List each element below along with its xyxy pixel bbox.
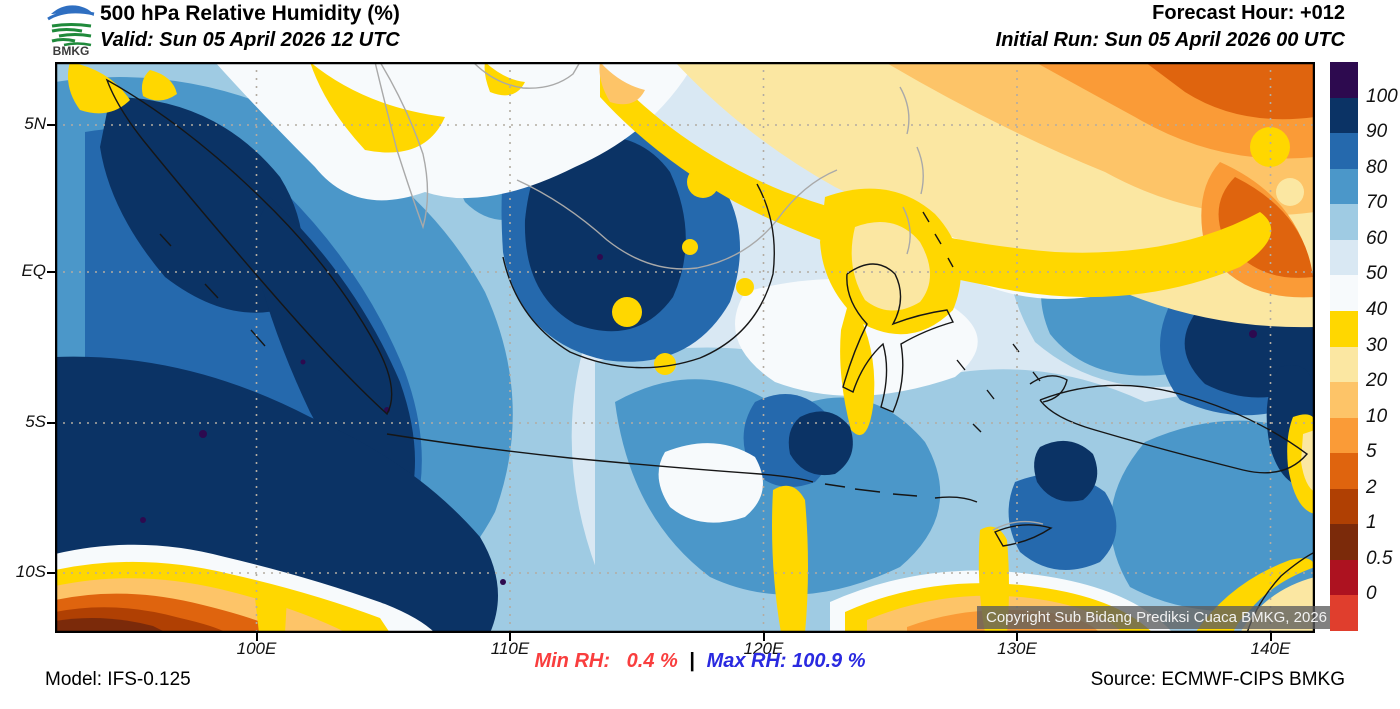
lon-label: 140E <box>1250 639 1291 658</box>
colorbar-segment <box>1330 488 1358 525</box>
map-border <box>55 62 1315 633</box>
lon-tick <box>762 633 765 641</box>
min-rh-label: Min RH: 0.4 % <box>534 650 678 672</box>
colorbar-segment <box>1330 204 1358 240</box>
lat-tick <box>47 572 55 574</box>
copyright-watermark: Copyright Sub Bidang Prediksi Cuaca BMKG… <box>977 606 1337 629</box>
lat-label: 10S <box>15 562 46 581</box>
lon-tick <box>255 633 258 641</box>
coastline-black <box>105 78 1315 633</box>
lon-label: 130E <box>997 639 1037 658</box>
colorbar-label: 60 <box>1366 227 1388 249</box>
colorbar-segment <box>1330 168 1358 205</box>
page-title: 500 hPa Relative Humidity (%) <box>100 2 400 25</box>
lon-label: 110E <box>490 639 530 658</box>
colorbar-segment <box>1330 346 1358 383</box>
source-label: Source: ECMWF-CIPS BMKG <box>1090 669 1345 690</box>
initial-run: Initial Run: Sun 05 April 2026 00 UTC <box>995 29 1345 51</box>
colorbar-labels: 100 90 80 70 60 50 40 30 20 10 5 2 1 0.5 0 <box>1366 62 1400 631</box>
colorbar-segment <box>1330 417 1358 454</box>
lat-tick <box>47 422 55 424</box>
minmax-separator: | <box>689 650 695 672</box>
minmax-row: Min RH: 0.4 % | Max RH: 100.9 % <box>0 650 1400 673</box>
lat-label: 5S <box>25 412 46 431</box>
colorbar <box>1330 62 1358 631</box>
colorbar-label: 40 <box>1366 298 1388 320</box>
map-area: Copyright Sub Bidang Prediksi Cuaca BMKG… <box>55 62 1337 633</box>
colorbar-segment <box>1330 239 1358 276</box>
colorbar-label: 30 <box>1366 334 1388 356</box>
lon-tick <box>509 633 511 641</box>
colorbar-segment <box>1330 310 1358 347</box>
colorbar-segment <box>1330 524 1358 560</box>
colorbar-segment <box>1330 275 1358 311</box>
humidity-map <box>55 62 1315 633</box>
colorbar-label: 1 <box>1366 512 1377 534</box>
bmkg-logo-icon: BMKG <box>47 5 95 56</box>
bmkg-logo-text: BMKG <box>53 44 90 56</box>
colorbar-label: 0.5 <box>1366 547 1393 569</box>
coastline-gray <box>374 62 1044 531</box>
colorbar-label: 80 <box>1366 156 1388 178</box>
colorbar-segment <box>1330 595 1358 631</box>
colorbar-segment <box>1330 382 1358 418</box>
model-label: Model: IFS-0.125 <box>45 669 191 690</box>
valid-time: Valid: Sun 05 April 2026 12 UTC <box>100 29 400 51</box>
lat-label: EQ <box>21 261 46 280</box>
max-rh-label: Max RH: 100.9 % <box>706 650 866 672</box>
lon-tick <box>1016 633 1018 641</box>
colorbar-label: 0 <box>1366 583 1377 605</box>
colorbar-label: 100 <box>1366 85 1398 107</box>
colorbar-label: 90 <box>1366 121 1388 143</box>
lon-label: 100E <box>236 639 277 658</box>
lat-tick <box>47 124 55 126</box>
forecast-hour: Forecast Hour: +012 <box>1152 2 1345 24</box>
colorbar-label: 20 <box>1366 370 1388 392</box>
colorbar-label: 70 <box>1366 192 1388 214</box>
lat-label: 5N <box>24 114 46 133</box>
colorbar-label: 10 <box>1366 405 1388 427</box>
colorbar-segment <box>1330 133 1358 169</box>
colorbar-label: 50 <box>1366 263 1388 285</box>
colorbar-segment <box>1330 559 1358 596</box>
colorbar-segment <box>1330 62 1358 98</box>
lon-tick <box>1269 633 1272 641</box>
lat-tick <box>47 271 55 273</box>
colorbar-segment <box>1330 97 1358 134</box>
lon-label: 120E <box>743 639 784 658</box>
colorbar-label: 2 <box>1366 476 1377 498</box>
graticule <box>55 62 1315 633</box>
colorbar-segment <box>1330 453 1358 489</box>
colorbar-label: 5 <box>1366 441 1377 463</box>
